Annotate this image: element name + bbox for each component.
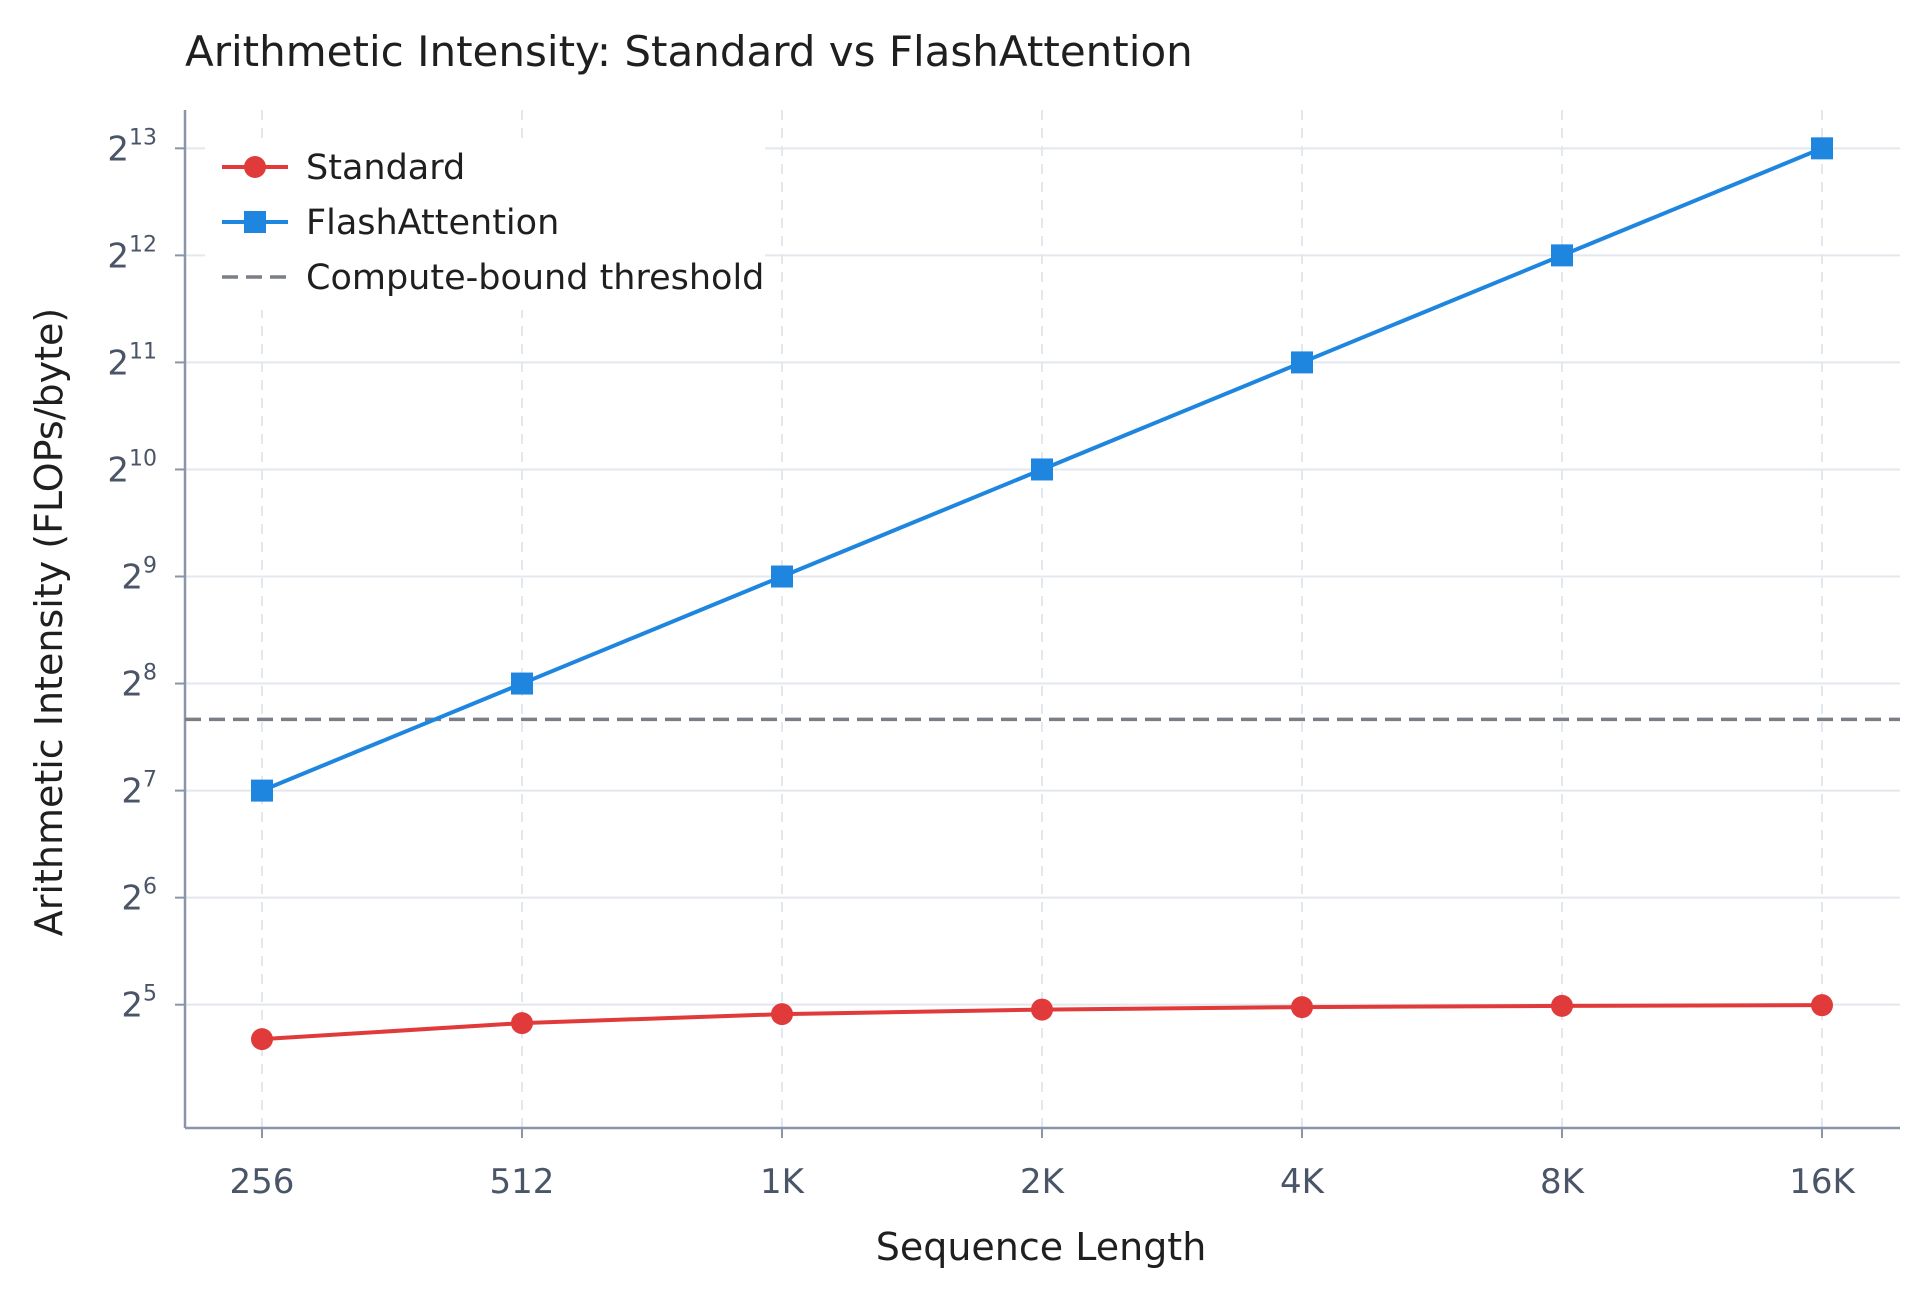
- y-tick-exponent: 8: [143, 661, 157, 686]
- x-tick-label: 2K: [1020, 1162, 1066, 1202]
- x-tick-label: 1K: [760, 1162, 806, 1202]
- legend-label-standard: Standard: [306, 148, 465, 188]
- y-tick-label: 26: [121, 875, 157, 919]
- y-tick-base: 2: [107, 450, 129, 490]
- y-tick-base: 2: [121, 986, 143, 1026]
- y-tick-base: 2: [121, 879, 143, 919]
- legend-background: [205, 138, 765, 310]
- standard-point: [1551, 994, 1573, 1017]
- y-tick-exponent: 13: [129, 125, 157, 150]
- legend: Standard FlashAttention Compute-bound thre…: [222, 148, 764, 298]
- legend-label-compute-bound-threshold: Compute-bound threshold: [306, 258, 764, 298]
- y-tick-base: 2: [107, 236, 129, 276]
- chart-title: Arithmetic Intensity: Standard vs FlashA…: [185, 27, 1193, 76]
- flashattention-point: [251, 779, 273, 802]
- x-axis-label: Sequence Length: [876, 1225, 1207, 1269]
- y-tick-label: 25: [121, 982, 157, 1026]
- x-tick-label: 512: [490, 1162, 555, 1202]
- standard-point: [511, 1012, 533, 1035]
- standard-point: [771, 1003, 793, 1026]
- y-tick-base: 2: [107, 129, 129, 169]
- y-tick-exponent: 7: [143, 768, 157, 793]
- y-tick-label: 213: [107, 125, 157, 169]
- x-tick-label: 8K: [1540, 1162, 1586, 1202]
- standard-point: [1291, 996, 1313, 1019]
- y-tick-label: 29: [121, 554, 157, 598]
- y-tick-label: 210: [107, 446, 157, 490]
- y-tick-label: 212: [107, 232, 157, 276]
- y-tick-base: 2: [121, 665, 143, 705]
- flashattention-point: [511, 672, 533, 695]
- y-tick-base: 2: [121, 558, 143, 598]
- standard-point: [1031, 998, 1053, 1021]
- y-tick-exponent: 6: [143, 875, 157, 900]
- series: [251, 137, 1833, 1051]
- x-tick-label: 256: [230, 1162, 295, 1202]
- x-tick-label: 16K: [1789, 1162, 1856, 1202]
- x-tick-label: 4K: [1280, 1162, 1326, 1202]
- y-tick-label: 27: [121, 768, 157, 812]
- y-tick-base: 2: [121, 772, 143, 812]
- y-tick-base: 2: [107, 343, 129, 383]
- flashattention-point: [1291, 351, 1313, 374]
- flashattention-point: [1031, 458, 1053, 481]
- legend-marker-standard: [244, 156, 266, 178]
- y-tick-label: 211: [107, 339, 157, 383]
- standard-point: [251, 1028, 273, 1051]
- y-tick-label: 28: [121, 661, 157, 705]
- y-tick-exponent: 12: [129, 232, 157, 257]
- flashattention-point: [1811, 137, 1833, 160]
- flashattention-point: [771, 565, 793, 588]
- legend-marker-flashattention: [244, 211, 266, 233]
- standard-point: [1811, 994, 1833, 1017]
- y-tick-exponent: 9: [143, 554, 157, 579]
- y-tick-exponent: 11: [129, 339, 157, 364]
- legend-label-flashattention: FlashAttention: [306, 203, 559, 243]
- y-tick-exponent: 10: [129, 446, 157, 471]
- axes: [175, 110, 1900, 1138]
- y-tick-exponent: 5: [143, 982, 157, 1007]
- y-axis-label: Arithmetic Intensity (FLOPs/byte): [27, 308, 71, 936]
- flashattention-point: [1551, 244, 1573, 267]
